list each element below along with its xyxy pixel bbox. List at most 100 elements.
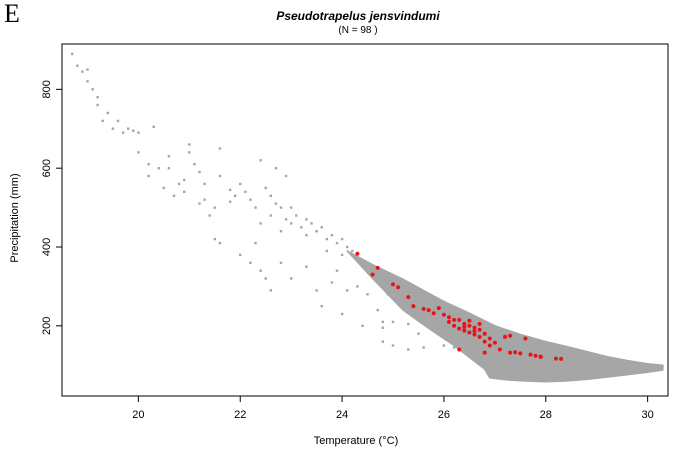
background-point [381,320,384,324]
occurrence-point [554,356,558,361]
background-point [76,64,79,67]
occurrence-point [391,282,395,287]
occurrence-point [421,306,426,311]
background-point [391,344,395,347]
background-point [147,174,150,178]
background-point [452,346,456,349]
background-point [96,103,99,107]
background-point [259,269,262,272]
occurrence-point [457,326,462,331]
occurrence-point [477,327,482,332]
occurrence-point [406,295,411,300]
occurrence-point [472,329,477,333]
occurrence-point [441,312,446,317]
occurrence-point [467,318,472,323]
occurrence-point [559,356,564,361]
occurrence-point [411,304,416,309]
background-point [407,348,410,351]
background-point [208,214,211,217]
occurrence-point [462,321,467,326]
background-point [290,277,293,280]
background-point [305,234,308,237]
occurrence-point [355,251,360,256]
y-axis: 200 400 600 800 [41,80,62,335]
background-point [330,234,334,237]
x-tick-label: 22 [234,409,246,421]
background-point [71,52,74,56]
background-point [279,206,283,209]
occurrence-point [462,328,467,333]
background-point [351,249,354,253]
background-point [233,194,237,197]
occurrence-point [508,333,513,338]
background-point [290,222,293,225]
background-point [167,167,171,170]
background-point [315,230,318,233]
background-point [300,226,303,229]
background-point [213,237,216,241]
occurrence-point [370,272,375,277]
background-point [269,214,272,217]
occurrence-point [487,336,492,341]
background-point [269,289,272,292]
background-point [269,194,272,197]
background-point [152,125,155,128]
occurrence-point [477,334,482,339]
background-point [320,226,323,229]
background-point [366,293,369,296]
background-point [254,206,257,209]
background-point [183,178,186,182]
background-point [198,202,201,205]
x-tick-label: 20 [132,409,144,421]
background-point [106,111,109,115]
background-point [290,206,293,209]
occurrence-point [452,323,457,328]
background-point [254,241,257,245]
occurrence-point [462,325,467,329]
plot-frame [61,43,669,397]
background-point [244,190,247,193]
background-point [177,182,181,186]
background-point [249,261,252,264]
x-tick-label: 26 [438,409,450,421]
background-point [468,348,471,351]
background-point [340,237,344,241]
occurrence-point [431,311,436,316]
occurrence-point [482,331,487,336]
background-point [315,289,318,292]
background-point [330,281,334,284]
background-point [86,80,89,83]
occurrence-point [426,308,431,313]
background-point [310,222,313,225]
occurrence-point [503,334,507,339]
background-point [127,127,130,130]
background-point [111,127,115,130]
background-point [203,182,206,186]
background-point [391,320,395,324]
background-point [335,241,339,245]
occurrence-point [396,285,401,290]
background-point [407,322,410,326]
y-tick-label: 400 [41,238,53,256]
background-point [442,344,446,347]
background-point [534,357,537,360]
background-point [91,88,94,91]
occurrence-point [467,323,472,328]
background-point [386,293,390,296]
background-point [381,340,384,343]
x-axis-label: Temperature (°C) [314,435,398,447]
occurrence-point [533,353,538,358]
occurrence-point [513,350,518,355]
occurrence-point [482,350,487,355]
background-point [376,308,379,312]
panel-letter: E [4,0,20,28]
occurrence-point [472,332,477,337]
background-point [264,277,267,280]
y-tick-label: 200 [41,317,53,335]
background-point [422,346,425,349]
background-point [198,170,201,174]
occurrence-point [487,343,492,348]
background-point [325,237,328,241]
background-point [86,68,89,71]
occurrence-point [482,339,487,344]
